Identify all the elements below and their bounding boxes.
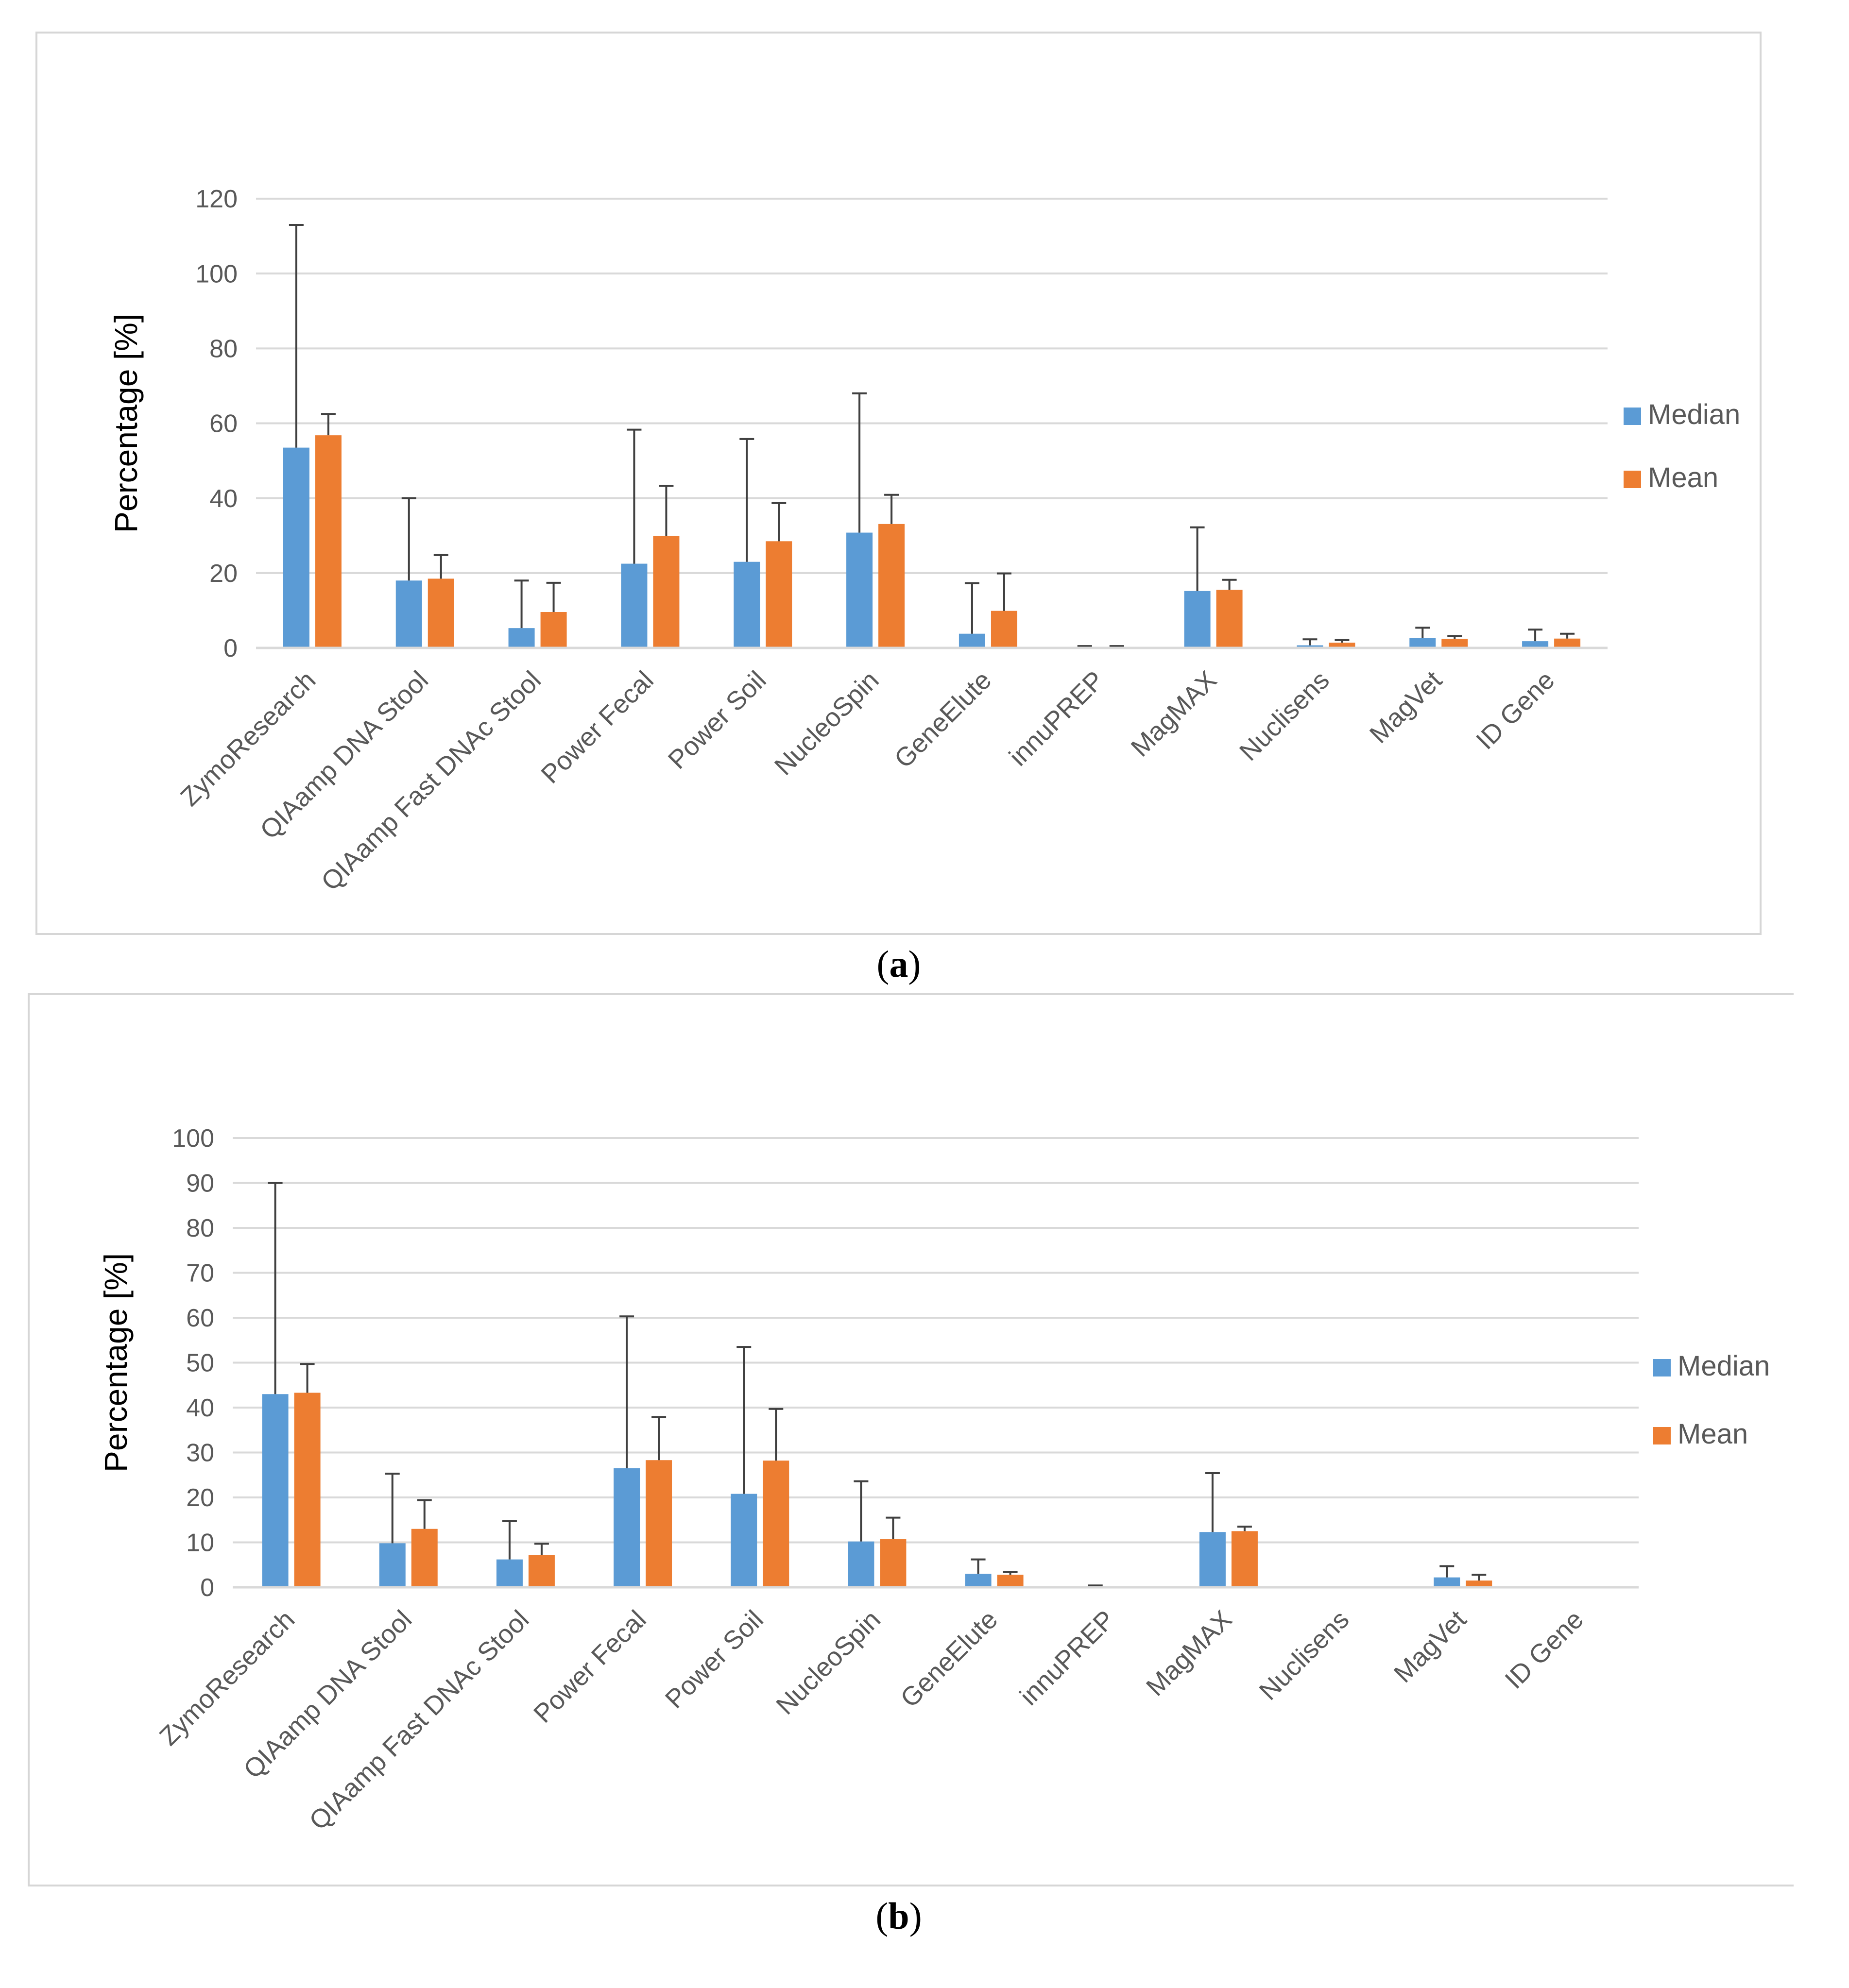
category-label: Power Fecal [535,665,659,789]
category-label: GeneElute [895,1605,1003,1713]
legend-label-median: Median [1678,1350,1770,1382]
median-bar [1184,591,1211,648]
median-bar [959,633,985,648]
median-bar [965,1574,992,1587]
legend-label-mean: Mean [1678,1418,1748,1450]
category-label: Nuclisens [1254,1605,1355,1706]
y-tick-label: 30 [186,1439,214,1467]
category-label: ID Gene [1499,1605,1589,1695]
legend-label-median: Median [1648,399,1740,430]
y-tick-label: 90 [186,1170,214,1198]
mean-bar [1216,590,1243,648]
y-tick-label: 50 [186,1349,214,1377]
mean-bar [1554,638,1581,648]
category-label: MagMAX [1141,1605,1237,1701]
legend-swatch-median [1624,408,1641,425]
category-label: Nuclisens [1234,665,1335,766]
mean-bar [880,1539,907,1587]
category-label: MagMAX [1126,665,1222,762]
category-label: innuPREP [1014,1605,1121,1711]
y-tick-label: 20 [209,560,238,588]
median-bar [395,580,422,648]
mean-bar [653,536,680,648]
category-label: NucleoSpin [769,665,885,781]
y-tick-label: 60 [186,1304,214,1332]
mean-bar [428,578,454,648]
mean-bar [991,611,1017,648]
caption-a: (a) [876,943,921,985]
mean-bar [540,612,567,648]
y-tick-label: 80 [186,1214,214,1242]
median-bar [1409,638,1436,648]
y-tick-label: 120 [195,185,238,213]
y-tick-label: 70 [186,1259,214,1288]
median-bar [1522,641,1549,648]
median-bar [379,1543,406,1587]
category-label: GeneElute [889,665,997,774]
mean-bar [294,1393,321,1587]
legend-swatch-mean [1653,1427,1671,1444]
median-bar [731,1494,757,1587]
y-tick-label: 0 [223,634,238,663]
y-tick-label: 20 [186,1484,214,1512]
mean-bar [1466,1580,1492,1587]
mean-bar [766,541,792,648]
median-bar [1434,1577,1460,1587]
y-tick-label: 0 [200,1574,214,1602]
category-label: MagVet [1388,1605,1472,1688]
y-tick-label: 40 [186,1394,214,1422]
median-bar [262,1394,289,1587]
y-axis-label: Percentage [%] [98,1253,134,1472]
y-tick-label: 100 [195,260,238,288]
median-bar [614,1468,640,1587]
median-bar [283,447,309,648]
category-label: NucleoSpin [770,1605,886,1720]
mean-bar [997,1575,1024,1587]
mean-bar [315,435,342,648]
mean-bar [1231,1531,1258,1587]
legend-label-mean: Mean [1648,462,1718,493]
chart-panel-b: 0 10 20 30 40 50 60 70 80 90 100 Percentage [%] Zymo… [28,993,1794,1886]
category-label: ID Gene [1471,665,1560,755]
y-tick-label: 40 [209,485,238,513]
legend-swatch-mean [1624,471,1641,488]
mean-bar [1329,643,1355,648]
median-bar [848,1541,874,1587]
mean-bar [763,1461,789,1587]
median-bar [1297,645,1323,648]
category-label: Power Soil [660,1605,769,1714]
mean-bar [646,1460,672,1587]
median-bar [846,532,873,648]
median-bar [1199,1532,1226,1587]
median-bar [734,561,760,648]
category-label: QIAamp Fast DNAc Stool [316,665,547,896]
category-label: Power Soil [663,665,772,775]
y-tick-label: 100 [172,1124,214,1153]
mean-bar [1441,639,1468,648]
category-label: innuPREP [1004,665,1110,772]
caption-b: (b) [875,1895,922,1937]
mean-bar [528,1555,555,1587]
median-bar [508,628,535,648]
category-label: Power Fecal [528,1605,652,1729]
y-tick-label: 80 [209,335,238,363]
category-label: MagVet [1364,665,1448,749]
mean-bar [411,1529,438,1587]
y-tick-label: 10 [186,1529,214,1557]
median-bar [621,563,648,648]
y-tick-label: 60 [209,410,238,438]
y-axis-label: Percentage [%] [108,314,144,533]
chart-panel-a: 0 20 40 60 80 100 120 Percentage [%] ZymoResearc… [35,32,1762,935]
legend-swatch-median [1653,1359,1671,1376]
category-label: QIAamp Fast DNAc Stool [304,1605,534,1835]
median-bar [496,1559,523,1587]
mean-bar [878,524,905,648]
